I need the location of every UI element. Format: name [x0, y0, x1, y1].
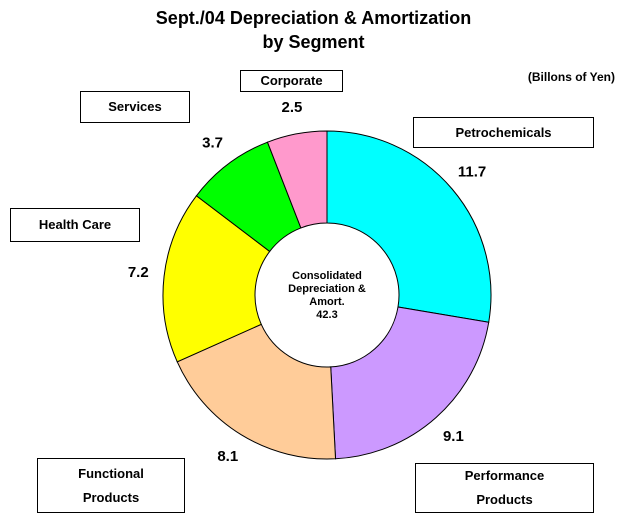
- value-label: 8.1: [217, 448, 238, 465]
- legend-box: Corporate: [240, 70, 343, 92]
- donut-slice: [266, 130, 328, 229]
- value-label: 3.7: [202, 134, 223, 151]
- value-label: 2.5: [281, 99, 302, 116]
- chart-title: by Segment: [262, 32, 365, 52]
- center-value: 42.3: [316, 309, 338, 321]
- donut-slice: [326, 130, 492, 323]
- legend-box: Performance Products: [415, 463, 594, 513]
- value-label: 11.7: [458, 163, 486, 180]
- legend-box: Functional Products: [37, 458, 185, 513]
- chart-title: Sept./04 Depreciation & Amortization: [155, 8, 472, 28]
- value-label: 7.2: [128, 264, 149, 281]
- unit-note: (Billons of Yen): [527, 70, 615, 84]
- donut-slice: [330, 306, 490, 460]
- donut-slice: [176, 323, 337, 460]
- value-label: 9.1: [443, 428, 464, 445]
- center-text: Consolidated Depreciation & Amort.: [288, 270, 366, 308]
- donut-slice: [162, 195, 271, 363]
- legend-box: Services: [80, 91, 190, 123]
- center-label: Consolidated Depreciation & Amort. 42.3: [277, 270, 377, 322]
- legend-box: Petrochemicals: [413, 117, 594, 148]
- legend-box: Health Care: [10, 208, 140, 242]
